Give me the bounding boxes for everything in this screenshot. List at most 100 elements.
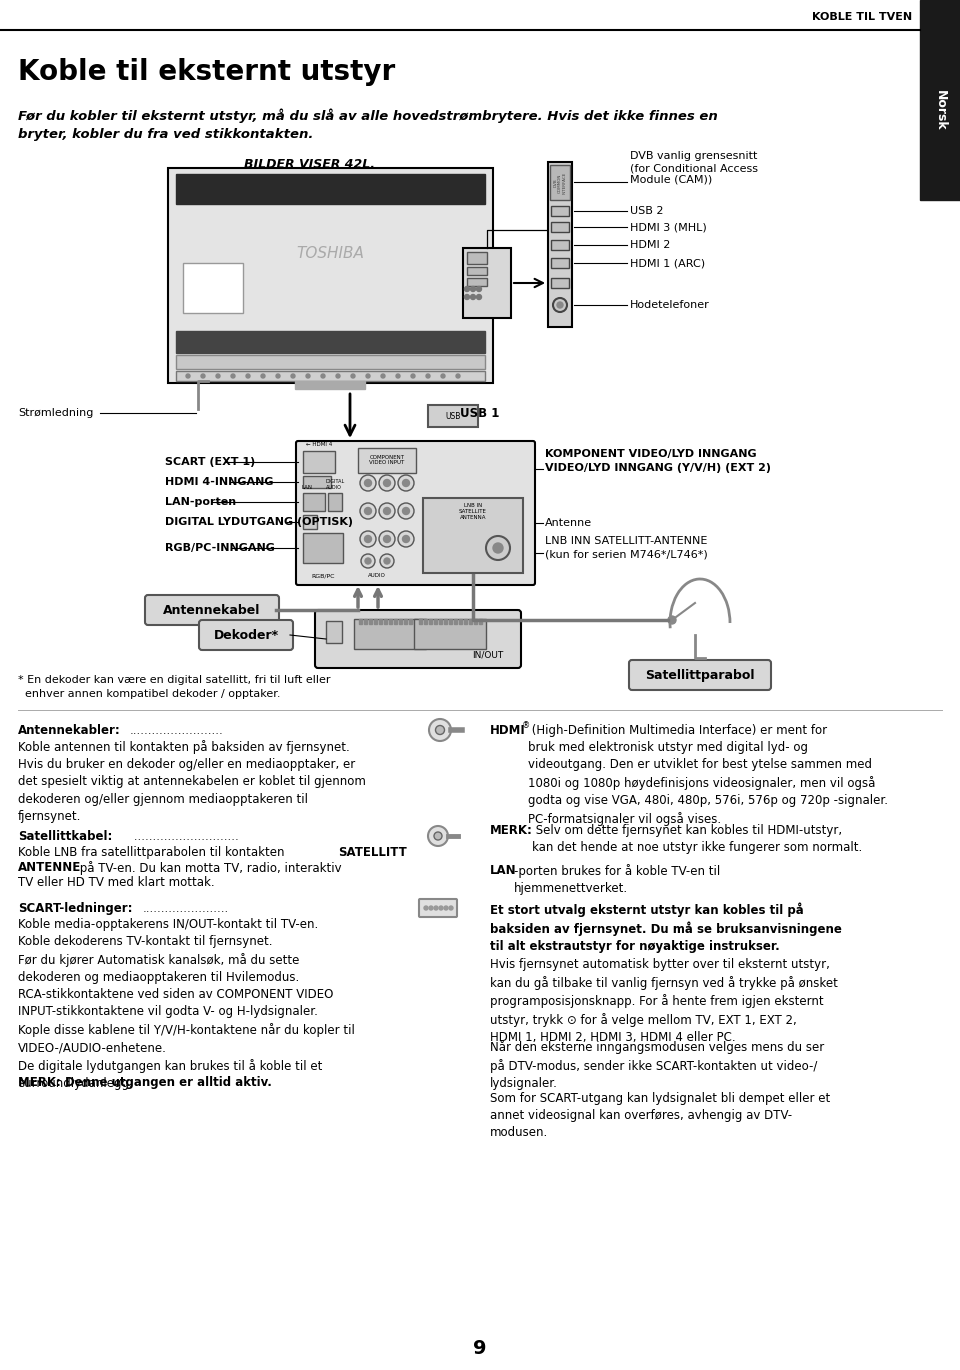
Text: ← HDMI 4: ← HDMI 4 <box>306 443 332 447</box>
Text: Før du kobler til eksternt utstyr, må du slå av alle hovedstrømbrytere. Hvis det: Før du kobler til eksternt utstyr, må du… <box>18 108 718 141</box>
Circle shape <box>411 374 415 378</box>
Circle shape <box>429 719 451 741</box>
Circle shape <box>360 475 376 490</box>
Bar <box>303 515 317 529</box>
Circle shape <box>384 558 390 564</box>
Circle shape <box>436 726 444 734</box>
FancyBboxPatch shape <box>419 899 457 917</box>
Circle shape <box>231 374 235 378</box>
Bar <box>463 248 511 318</box>
Circle shape <box>424 906 428 910</box>
Bar <box>459 619 462 623</box>
Circle shape <box>470 295 475 300</box>
Bar <box>354 619 426 649</box>
Circle shape <box>365 479 372 486</box>
Circle shape <box>216 374 220 378</box>
Text: AUDIO: AUDIO <box>368 573 386 578</box>
Bar <box>479 619 482 623</box>
Circle shape <box>402 479 410 486</box>
Text: LAN-porten: LAN-porten <box>165 497 236 507</box>
Circle shape <box>360 532 376 547</box>
Text: LAN: LAN <box>301 485 312 490</box>
Circle shape <box>291 374 295 378</box>
Bar <box>551 278 569 288</box>
Bar <box>379 619 382 623</box>
Text: DIGITAL LYDUTGANG (OPTISK): DIGITAL LYDUTGANG (OPTISK) <box>165 516 353 527</box>
Text: .......................: ....................... <box>143 901 229 915</box>
Text: Et stort utvalg eksternt utstyr kan kobles til på
baksiden av fjernsynet. Du må : Et stort utvalg eksternt utstyr kan kobl… <box>490 901 842 954</box>
Circle shape <box>366 374 370 378</box>
Bar <box>548 162 572 327</box>
Text: Koble antennen til kontakten på baksiden av fjernsynet.
Hvis du bruker en dekode: Koble antennen til kontakten på baksiden… <box>18 740 366 823</box>
Bar <box>449 619 452 623</box>
Circle shape <box>434 906 438 910</box>
Text: LNB INN SATELLITT-ANTENNE
(kun for serien M746*/L746*): LNB INN SATELLITT-ANTENNE (kun for serie… <box>545 537 708 559</box>
Text: HDMI: HDMI <box>490 723 526 737</box>
Text: TV eller HD TV med klart mottak.: TV eller HD TV med klart mottak. <box>18 875 215 889</box>
Text: DVB
COMMON
INTERFACE: DVB COMMON INTERFACE <box>553 171 566 195</box>
Text: IN/OUT: IN/OUT <box>472 651 504 659</box>
Circle shape <box>360 503 376 519</box>
Circle shape <box>449 906 453 910</box>
FancyBboxPatch shape <box>296 441 535 585</box>
Text: DIGITAL
AUDIO: DIGITAL AUDIO <box>326 479 346 490</box>
Bar <box>414 619 417 623</box>
Bar <box>303 493 325 511</box>
Circle shape <box>246 374 250 378</box>
Circle shape <box>402 507 410 515</box>
Text: Strømledning: Strømledning <box>18 408 93 418</box>
Circle shape <box>276 374 280 378</box>
Text: * En dekoder kan være en digital satellitt, fri til luft eller: * En dekoder kan være en digital satelli… <box>18 675 330 685</box>
Text: ®: ® <box>522 721 530 730</box>
Text: SATELLITT: SATELLITT <box>338 847 407 859</box>
Text: KOBLE TIL TVEN: KOBLE TIL TVEN <box>812 12 912 22</box>
Circle shape <box>383 479 391 486</box>
Circle shape <box>465 295 469 300</box>
Text: Når den eksterne inngangsmodusen velges mens du ser
på DTV-modus, sender ikke SC: Når den eksterne inngangsmodusen velges … <box>490 1040 825 1089</box>
Text: MERK: Denne utgangen er alltid aktiv.: MERK: Denne utgangen er alltid aktiv. <box>18 1075 272 1089</box>
Bar <box>358 448 416 473</box>
Bar <box>295 381 365 389</box>
Text: Koble til eksternt utstyr: Koble til eksternt utstyr <box>18 58 396 86</box>
Circle shape <box>668 616 676 623</box>
Circle shape <box>557 301 563 308</box>
Circle shape <box>379 503 395 519</box>
Circle shape <box>402 536 410 543</box>
Bar <box>303 475 331 488</box>
Text: DVB vanlig grensesnitt
(for Conditional Access
Module (CAM)): DVB vanlig grensesnitt (for Conditional … <box>630 152 758 185</box>
Circle shape <box>476 295 482 300</box>
Circle shape <box>441 374 445 378</box>
Bar <box>176 355 485 369</box>
Text: Antenne: Antenne <box>545 518 592 527</box>
Bar <box>404 619 407 623</box>
Bar <box>467 278 487 286</box>
Circle shape <box>434 832 442 840</box>
Text: (High-Definition Multimedia Interface) er ment for
bruk med elektronisk utstyr m: (High-Definition Multimedia Interface) e… <box>528 723 888 826</box>
Circle shape <box>379 475 395 490</box>
Bar <box>183 263 243 312</box>
Bar <box>326 621 342 643</box>
Text: SCART-ledninger:: SCART-ledninger: <box>18 901 132 915</box>
Bar <box>409 619 412 623</box>
Bar <box>176 174 485 204</box>
FancyBboxPatch shape <box>199 621 293 649</box>
Text: MERK:: MERK: <box>490 823 533 837</box>
Bar <box>551 240 569 249</box>
Circle shape <box>439 906 443 910</box>
Circle shape <box>426 374 430 378</box>
Bar <box>444 619 447 623</box>
Text: RGB/PC-INNGANG: RGB/PC-INNGANG <box>165 543 275 553</box>
Bar <box>920 0 960 200</box>
Circle shape <box>365 536 372 543</box>
Bar <box>414 619 486 649</box>
Circle shape <box>379 532 395 547</box>
Bar <box>303 451 335 473</box>
Bar <box>384 619 387 623</box>
Bar <box>551 222 569 232</box>
Text: Selv om dette fjernsynet kan kobles til HDMI-utstyr,
kan det hende at noe utstyr: Selv om dette fjernsynet kan kobles til … <box>532 823 862 855</box>
Circle shape <box>306 374 310 378</box>
Circle shape <box>261 374 265 378</box>
Text: Satellittparabol: Satellittparabol <box>645 669 755 681</box>
Bar <box>423 499 523 573</box>
Text: -porten brukes for å koble TV-en til
hjemmenettverket.: -porten brukes for å koble TV-en til hje… <box>514 864 720 895</box>
